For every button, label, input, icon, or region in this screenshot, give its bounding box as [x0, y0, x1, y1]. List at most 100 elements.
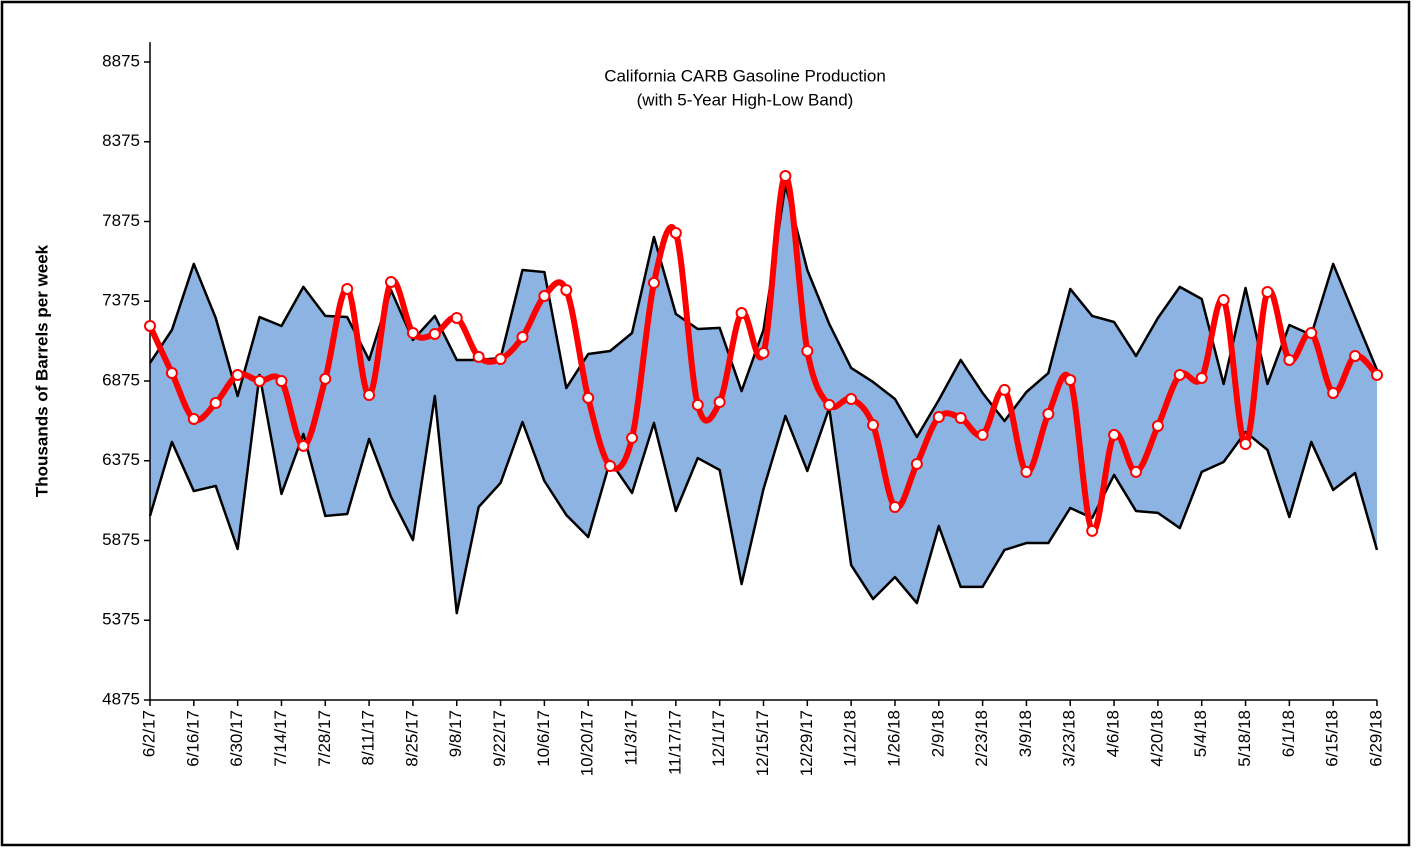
production-marker [932, 411, 945, 424]
production-marker [669, 226, 682, 239]
y-tick-label: 8375 [102, 131, 140, 150]
x-tick-label: 11/3/17 [622, 710, 641, 765]
production-marker [954, 412, 967, 425]
x-tick-label: 10/20/17 [578, 710, 597, 776]
y-tick-label: 5875 [102, 530, 140, 549]
chart-title: California CARB Gasoline Production [604, 66, 886, 85]
production-marker [735, 307, 748, 320]
production-marker [275, 375, 288, 387]
production-marker [1217, 293, 1230, 306]
production-marker [1173, 368, 1186, 381]
production-marker [1108, 428, 1121, 441]
production-marker [691, 398, 704, 411]
production-marker [538, 289, 551, 302]
x-tick-label: 2/9/18 [928, 710, 947, 757]
x-tick-label: 1/26/18 [884, 710, 903, 767]
chart-subtitle: (with 5-Year High-Low Band) [637, 90, 854, 109]
production-marker [1283, 353, 1296, 366]
production-marker [494, 352, 507, 365]
x-tick-label: 3/23/18 [1060, 710, 1079, 767]
production-marker [604, 460, 617, 473]
x-tick-label: 6/2/17 [139, 710, 158, 757]
y-tick-label: 6375 [102, 450, 140, 469]
x-tick-label: 6/16/17 [183, 710, 202, 767]
x-tick-label: 6/1/18 [1279, 710, 1298, 757]
production-marker [1151, 419, 1164, 432]
x-tick-label: 11/17/17 [665, 710, 684, 775]
production-marker [888, 501, 901, 514]
x-tick-label: 10/6/17 [534, 710, 553, 767]
x-tick-label: 1/12/18 [841, 710, 860, 767]
x-tick-label: 6/30/17 [227, 710, 246, 767]
production-marker [779, 170, 792, 183]
production-marker [1020, 465, 1033, 478]
production-marker [1349, 349, 1362, 362]
production-marker [757, 346, 770, 359]
production-marker [582, 391, 595, 404]
production-marker [472, 350, 485, 363]
x-tick-label: 3/9/18 [1016, 710, 1035, 757]
production-marker [976, 428, 989, 441]
x-tick-label: 8/25/17 [402, 710, 421, 767]
y-tick-label: 6875 [102, 370, 140, 389]
production-marker [647, 276, 660, 289]
production-marker [231, 368, 244, 381]
production-marker [1239, 438, 1252, 451]
x-tick-label: 4/6/18 [1104, 710, 1123, 757]
production-marker [713, 396, 726, 409]
y-tick-label: 4875 [102, 689, 140, 708]
x-tick-label: 12/15/17 [753, 710, 772, 776]
x-tick-label: 6/29/18 [1366, 710, 1385, 767]
y-tick-label: 8875 [102, 51, 140, 70]
x-tick-label: 4/20/18 [1147, 710, 1166, 767]
production-marker [1195, 371, 1208, 384]
y-tick-label: 5375 [102, 610, 140, 629]
production-marker [845, 393, 858, 406]
production-marker [910, 457, 923, 470]
production-marker [428, 327, 441, 340]
x-tick-label: 5/18/18 [1235, 710, 1254, 767]
x-tick-label: 2/23/18 [972, 710, 991, 767]
production-marker [560, 284, 573, 297]
production-marker [1327, 386, 1340, 399]
production-marker [1371, 368, 1383, 381]
y-tick-label: 7875 [102, 211, 140, 230]
production-marker [319, 372, 332, 385]
production-marker [385, 275, 398, 288]
production-marker [297, 439, 310, 452]
production-marker [187, 412, 200, 425]
x-tick-label: 6/15/18 [1323, 710, 1342, 767]
production-marker [1086, 524, 1099, 537]
production-marker [516, 330, 529, 343]
production-marker [1261, 285, 1274, 298]
x-tick-label: 7/28/17 [315, 710, 334, 767]
x-tick-label: 5/4/18 [1191, 710, 1210, 757]
y-tick-label: 7375 [102, 291, 140, 310]
production-marker [1042, 408, 1055, 421]
x-tick-label: 12/1/17 [709, 710, 728, 767]
production-marker [165, 367, 178, 380]
production-marker [450, 311, 463, 324]
x-tick-label: 7/14/17 [271, 710, 290, 767]
production-marker [823, 398, 836, 411]
production-marker [867, 419, 880, 432]
production-marker [1064, 374, 1077, 387]
production-marker [253, 375, 266, 387]
x-tick-label: 12/29/17 [797, 710, 816, 776]
production-marker [209, 397, 222, 410]
production-marker [144, 319, 156, 332]
y-axis-title: Thousands of Barrels per week [32, 244, 51, 497]
x-tick-label: 8/11/17 [359, 710, 378, 765]
production-marker [801, 345, 814, 358]
production-marker [626, 431, 639, 444]
production-marker [998, 383, 1011, 396]
production-marker [363, 389, 376, 402]
x-tick-label: 9/8/17 [446, 710, 465, 757]
production-marker [1129, 465, 1142, 478]
production-marker [341, 282, 354, 295]
production-marker [1305, 326, 1318, 339]
x-tick-label: 9/22/17 [490, 710, 509, 767]
production-marker [406, 326, 419, 339]
